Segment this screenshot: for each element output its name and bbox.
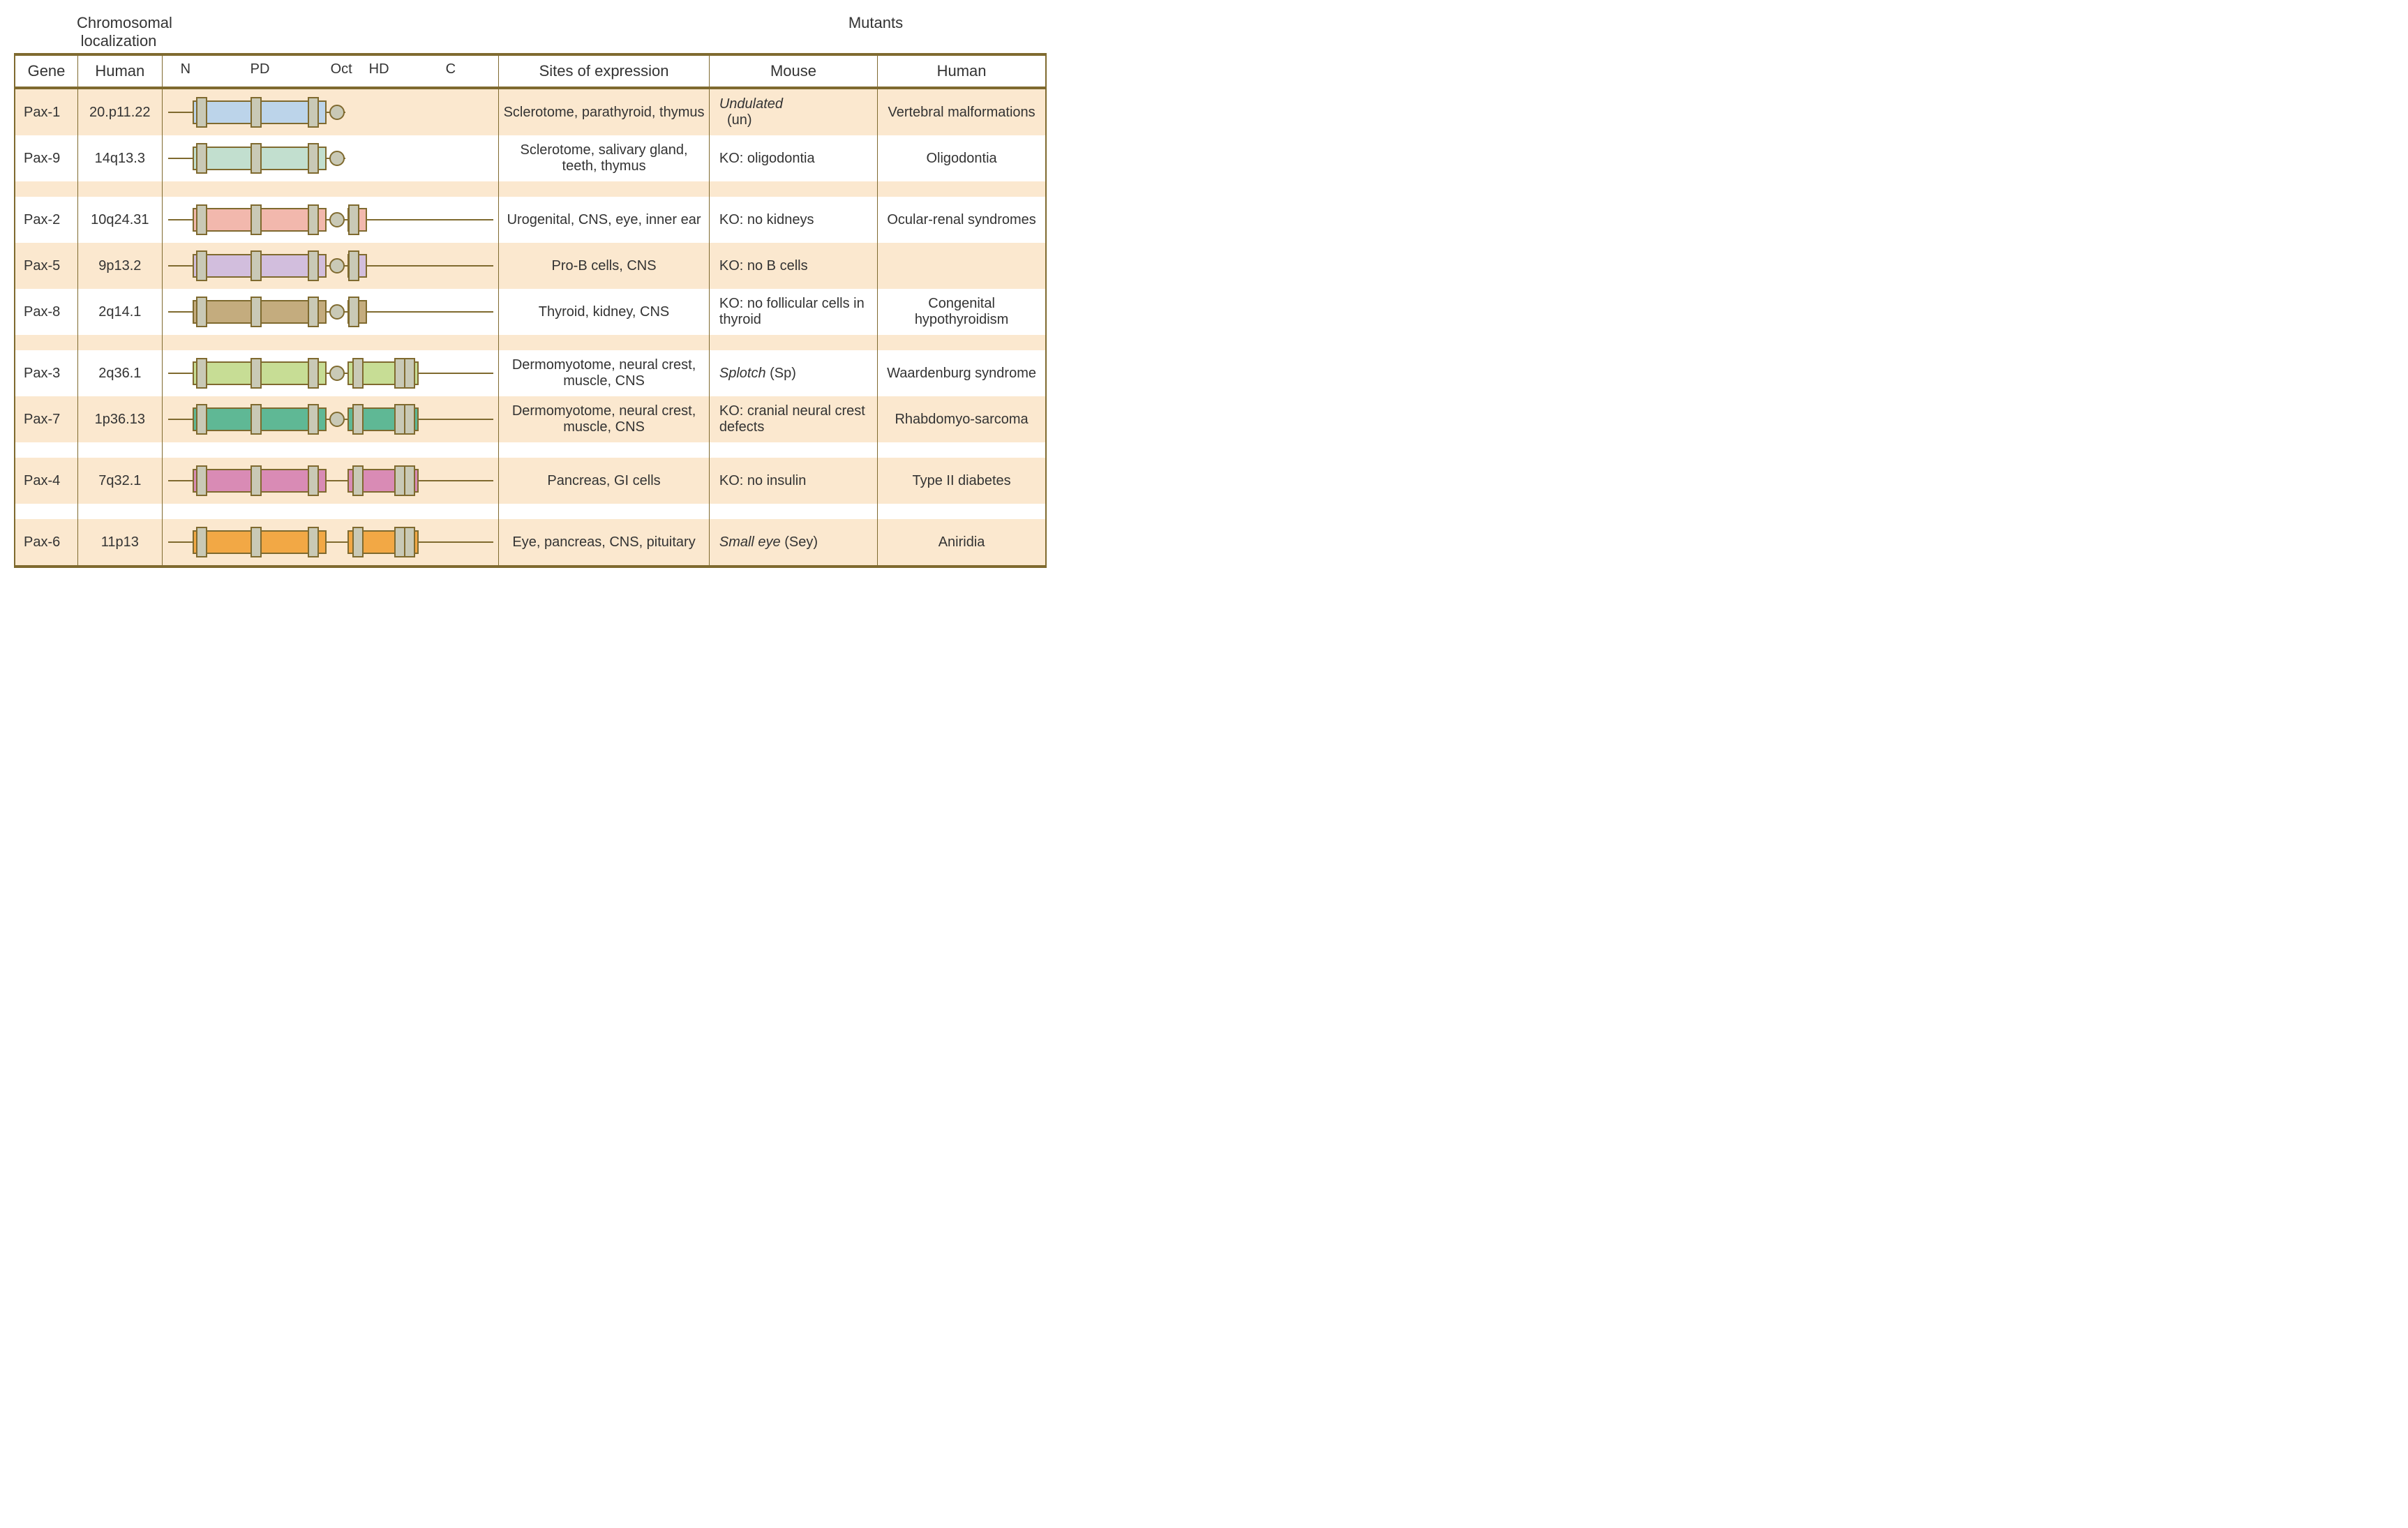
- human-mutant-cell: Vertebral malformations: [878, 88, 1046, 135]
- diagram-cell: [162, 243, 499, 289]
- human-mutant-cell: Ocular-renal syndromes: [878, 197, 1046, 243]
- spacer-row: [15, 181, 1046, 197]
- super-header-row-1: Chromosomal localization Mutants: [14, 14, 1047, 53]
- expression-cell: Sclerotome, salivary gland, teeth, thymu…: [499, 135, 710, 181]
- diagram-cell: [162, 197, 499, 243]
- human-mutant-cell: Type II diabetes: [878, 458, 1046, 504]
- loc-cell: 10q24.31: [77, 197, 162, 243]
- mutants-header: Mutants: [705, 14, 1047, 50]
- data-row-pax-5: Pax-59p13.2 Pro-B cells, CNSKO: no B cell…: [15, 243, 1046, 289]
- loc-cell: 9p13.2: [77, 243, 162, 289]
- mouse-mutant-cell: KO: no follicular cells in thyroid: [709, 289, 877, 335]
- col-human-mut: Human: [878, 54, 1046, 88]
- loc-cell: 7q32.1: [77, 458, 162, 504]
- domain-label-c: C: [446, 61, 456, 77]
- data-row-pax-4: Pax-47q32.1 Pancreas, GI cellsKO: no insu…: [15, 458, 1046, 504]
- mouse-mutant-cell: KO: no insulin: [709, 458, 877, 504]
- mouse-mutant-cell: KO: no B cells: [709, 243, 877, 289]
- spacer-row: [15, 504, 1046, 519]
- gene-cell: Pax-9: [15, 135, 77, 181]
- gene-cell: Pax-5: [15, 243, 77, 289]
- spacer-row: [15, 335, 1046, 350]
- expression-cell: Sclerotome, parathyroid, thymus: [499, 88, 710, 135]
- human-mutant-cell: Congenital hypothyroidism: [878, 289, 1046, 335]
- gene-cell: Pax-7: [15, 396, 77, 442]
- mouse-mutant-cell: Small eye (Sey): [709, 519, 877, 567]
- expression-cell: Thyroid, kidney, CNS: [499, 289, 710, 335]
- data-row-pax-7: Pax-71p36.13 Dermomyotome, neural crest, …: [15, 396, 1046, 442]
- diagram-cell: [162, 458, 499, 504]
- expression-cell: Pancreas, GI cells: [499, 458, 710, 504]
- diagram-cell: [162, 519, 499, 567]
- mouse-mutant-cell: KO: cranial neural crest defects: [709, 396, 877, 442]
- pax-table: Gene Human N PD Oct HD C Sites of expression…: [14, 53, 1047, 568]
- spacer-row: [15, 442, 1046, 458]
- gene-cell: Pax-8: [15, 289, 77, 335]
- domain-label-pd: PD: [250, 61, 270, 77]
- loc-cell: 1p36.13: [77, 396, 162, 442]
- data-row-pax-3: Pax-32q36.1 Dermomyotome, neural crest, m…: [15, 350, 1046, 396]
- col-sites: Sites of expression: [499, 54, 710, 88]
- human-mutant-cell: Aniridia: [878, 519, 1046, 567]
- expression-cell: Eye, pancreas, CNS, pituitary: [499, 519, 710, 567]
- domain-label-hd: HD: [369, 61, 389, 77]
- loc-cell: 11p13: [77, 519, 162, 567]
- expression-cell: Urogenital, CNS, eye, inner ear: [499, 197, 710, 243]
- gene-cell: Pax-4: [15, 458, 77, 504]
- loc-cell: 2q14.1: [77, 289, 162, 335]
- mouse-mutant-cell: KO: oligodontia: [709, 135, 877, 181]
- data-row-pax-9: Pax-914q13.3 Sclerotome, salivary gland, …: [15, 135, 1046, 181]
- human-mutant-cell: [878, 243, 1046, 289]
- pax-gene-table: Chromosomal localization Mutants Gene Hu…: [14, 14, 1047, 568]
- human-mutant-cell: Waardenburg syndrome: [878, 350, 1046, 396]
- chromosomal-localization-header: Chromosomal localization: [77, 14, 160, 50]
- col-domain-diagram: N PD Oct HD C: [162, 54, 499, 88]
- data-row-pax-8: Pax-82q14.1 Thyroid, kidney, CNSKO: no fo…: [15, 289, 1046, 335]
- diagram-cell: [162, 135, 499, 181]
- data-row-pax-2: Pax-210q24.31 Urogenital, CNS, eye, inner…: [15, 197, 1046, 243]
- expression-cell: Dermomyotome, neural crest, muscle, CNS: [499, 350, 710, 396]
- gene-cell: Pax-2: [15, 197, 77, 243]
- header-row: Gene Human N PD Oct HD C Sites of expression…: [15, 54, 1046, 88]
- col-human-loc: Human: [77, 54, 162, 88]
- domain-label-oct: Oct: [331, 61, 352, 77]
- gene-cell: Pax-6: [15, 519, 77, 567]
- expression-cell: Dermomyotome, neural crest, muscle, CNS: [499, 396, 710, 442]
- gene-cell: Pax-1: [15, 88, 77, 135]
- expression-cell: Pro-B cells, CNS: [499, 243, 710, 289]
- loc-cell: 20.p11.22: [77, 88, 162, 135]
- human-mutant-cell: Oligodontia: [878, 135, 1046, 181]
- diagram-cell: [162, 396, 499, 442]
- col-gene: Gene: [15, 54, 77, 88]
- diagram-cell: [162, 289, 499, 335]
- mouse-mutant-cell: Undulated (un): [709, 88, 877, 135]
- diagram-cell: [162, 350, 499, 396]
- mouse-mutant-cell: KO: no kidneys: [709, 197, 877, 243]
- loc-cell: 2q36.1: [77, 350, 162, 396]
- col-mouse: Mouse: [709, 54, 877, 88]
- gene-cell: Pax-3: [15, 350, 77, 396]
- data-row-pax-1: Pax-120.p11.22 Sclerotome, parathyroid, t…: [15, 88, 1046, 135]
- data-row-pax-6: Pax-611p13 Eye, pancreas, CNS, pituitaryS…: [15, 519, 1046, 567]
- domain-label-n: N: [181, 61, 190, 77]
- human-mutant-cell: Rhabdomyo-sarcoma: [878, 396, 1046, 442]
- diagram-cell: [162, 88, 499, 135]
- mouse-mutant-cell: Splotch (Sp): [709, 350, 877, 396]
- loc-cell: 14q13.3: [77, 135, 162, 181]
